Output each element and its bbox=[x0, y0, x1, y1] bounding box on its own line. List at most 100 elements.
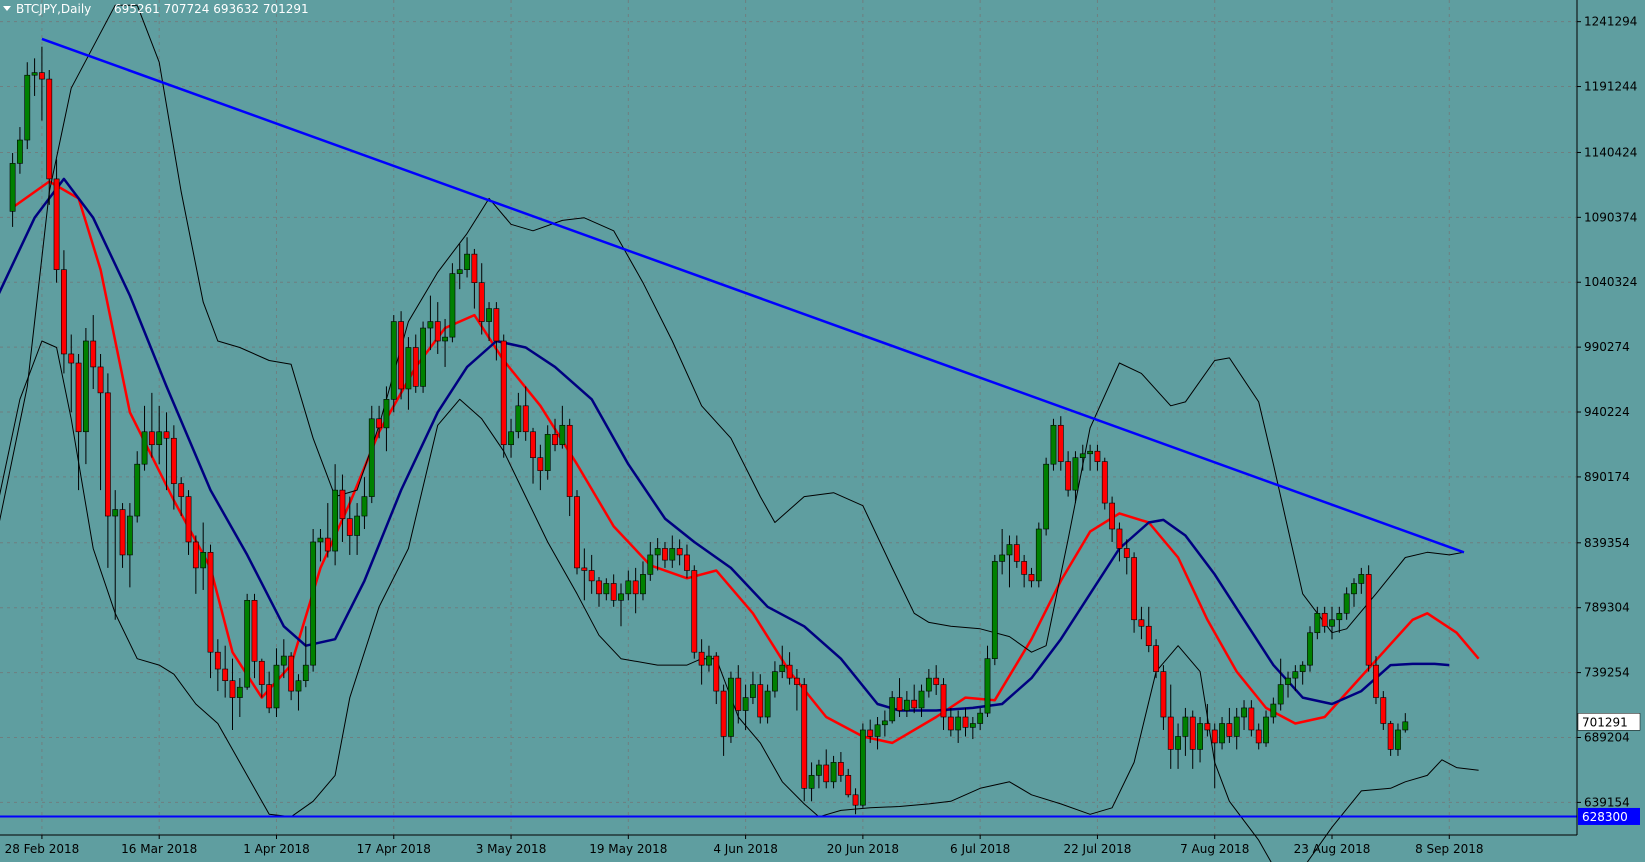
candle bbox=[691, 565, 698, 659]
candle-body-down bbox=[552, 434, 558, 446]
caret-down-icon[interactable] bbox=[3, 6, 11, 11]
candle bbox=[911, 684, 918, 714]
candle-body-up bbox=[977, 712, 984, 724]
candle bbox=[852, 788, 859, 815]
candle-body-up bbox=[742, 697, 749, 711]
candle-body-down bbox=[962, 716, 969, 728]
candle bbox=[273, 648, 280, 718]
candle-body-up bbox=[1343, 593, 1350, 614]
candle-body-up bbox=[508, 431, 514, 446]
candle-body-up bbox=[984, 658, 991, 714]
candle bbox=[815, 759, 822, 789]
candle bbox=[544, 425, 551, 480]
candle bbox=[1365, 565, 1372, 672]
candle bbox=[170, 425, 177, 510]
candle-body-down bbox=[1138, 619, 1145, 627]
candle-body-up bbox=[559, 424, 566, 446]
candle bbox=[295, 674, 302, 711]
candle-body-down bbox=[75, 362, 82, 433]
candle-body-down bbox=[229, 680, 236, 698]
candle-body-up bbox=[1358, 574, 1365, 584]
candle bbox=[867, 719, 874, 743]
candle-body-down bbox=[837, 762, 844, 776]
candle-body-up bbox=[280, 655, 287, 666]
candle-body-up bbox=[859, 729, 866, 806]
candle bbox=[1314, 606, 1321, 640]
x-tick-label: 23 Aug 2018 bbox=[1294, 842, 1371, 856]
candle-body-up bbox=[310, 541, 317, 666]
y-tick-label: 839354 bbox=[1584, 536, 1630, 550]
candle bbox=[647, 541, 654, 581]
candle bbox=[874, 717, 881, 750]
candle-body-down bbox=[801, 684, 808, 789]
candle bbox=[1321, 606, 1328, 633]
candle bbox=[1065, 451, 1072, 497]
candle bbox=[728, 671, 734, 743]
candle-body-down bbox=[61, 269, 67, 355]
candle-body-down bbox=[288, 655, 295, 692]
trendline[interactable] bbox=[41, 37, 1465, 554]
candle bbox=[830, 755, 837, 789]
candle bbox=[794, 669, 800, 711]
x-tick-label: 6 Jul 2018 bbox=[950, 842, 1010, 856]
candle-body-down bbox=[852, 794, 859, 806]
candle bbox=[236, 678, 243, 718]
candle bbox=[68, 334, 75, 413]
candle bbox=[1255, 723, 1262, 750]
candle-body-up bbox=[1197, 723, 1203, 750]
candle bbox=[947, 707, 954, 737]
candle-body-up bbox=[1182, 716, 1189, 737]
candle-body-up bbox=[830, 762, 837, 783]
candle-body-down bbox=[39, 72, 45, 80]
candle bbox=[310, 529, 317, 672]
candle bbox=[163, 412, 170, 491]
candle bbox=[302, 626, 309, 688]
x-tick-label: 8 Sep 2018 bbox=[1415, 842, 1483, 856]
candle bbox=[464, 237, 470, 278]
candle-body-up bbox=[1277, 684, 1284, 705]
candle bbox=[757, 674, 764, 724]
candlesticks bbox=[9, 46, 1409, 815]
candle-body-up bbox=[640, 574, 646, 595]
candle bbox=[925, 669, 932, 698]
candle-body-down bbox=[412, 347, 419, 387]
x-tick-label: 1 Apr 2018 bbox=[243, 842, 310, 856]
x-tick-label: 20 Jun 2018 bbox=[827, 842, 899, 856]
candle bbox=[427, 295, 434, 351]
candle bbox=[368, 405, 375, 504]
candle-body-down bbox=[1065, 461, 1072, 491]
candle-body-up bbox=[442, 336, 448, 342]
candle-body-down bbox=[214, 651, 221, 670]
candle-body-down bbox=[845, 775, 852, 796]
candle bbox=[955, 710, 962, 743]
candle bbox=[750, 671, 756, 705]
candle bbox=[684, 544, 690, 579]
candle bbox=[1307, 626, 1313, 672]
candle-body-up bbox=[1402, 721, 1409, 731]
candle-body-up bbox=[361, 496, 368, 517]
candle bbox=[141, 405, 148, 471]
candle bbox=[991, 554, 998, 666]
candle bbox=[266, 671, 273, 714]
candle bbox=[1189, 710, 1196, 769]
candle-body-down bbox=[933, 677, 940, 685]
candle bbox=[574, 490, 580, 575]
candle-body-up bbox=[881, 720, 888, 726]
candle-body-up bbox=[405, 347, 412, 390]
candle-body-up bbox=[390, 321, 397, 400]
candle bbox=[1087, 444, 1094, 471]
candle-body-down bbox=[1373, 664, 1379, 698]
candle-body-up bbox=[126, 515, 133, 556]
candle bbox=[984, 645, 991, 718]
candle bbox=[229, 658, 236, 730]
candle bbox=[698, 639, 705, 685]
candle-body-up bbox=[1307, 632, 1313, 666]
candle-body-down bbox=[251, 600, 258, 662]
candle bbox=[969, 717, 976, 740]
candle bbox=[61, 250, 67, 374]
candle bbox=[1292, 665, 1299, 692]
candle-body-up bbox=[728, 677, 734, 737]
chart-header: BTCJPY,Daily 695261 707724 693632 701291 bbox=[3, 2, 309, 16]
candle bbox=[332, 464, 339, 566]
